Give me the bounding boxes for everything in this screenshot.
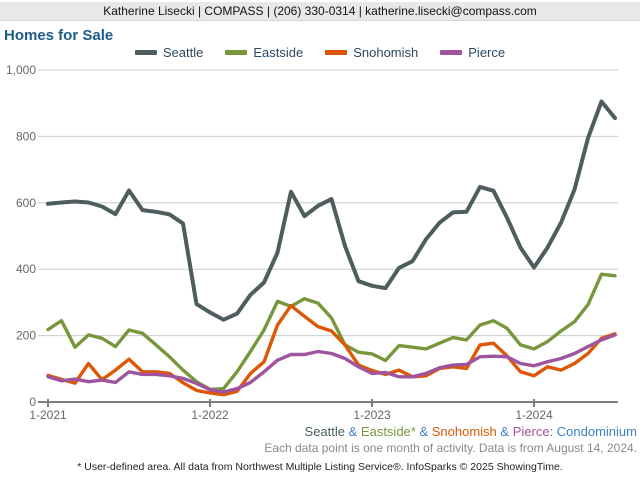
legend-item-eastside[interactable]: Eastside: [225, 45, 303, 60]
homes-for-sale-chart: 0 200 400 600 800 1,000 1-2021 1-2022 1-2023 1-20…: [6, 63, 618, 422]
y-axis-label-600: 600: [16, 196, 36, 210]
x-axis-label-1-2022: 1-2022: [191, 408, 229, 422]
y-axis-label-400: 400: [16, 262, 36, 276]
footnote-activity-note: Each data point is one month of activity…: [264, 441, 637, 455]
y-axis-label-800: 800: [16, 129, 36, 143]
legend-label: Snohomish: [353, 44, 419, 60]
series-line-eastside: [46, 272, 617, 392]
y-axis-label-1000: 1,000: [6, 63, 36, 77]
legend-swatch-snohomish: [325, 49, 348, 55]
legend-item-snohomish[interactable]: Snohomish: [325, 45, 418, 60]
footnote-segment: Eastside*: [360, 424, 416, 439]
legend-item-pierce[interactable]: Pierce: [440, 45, 505, 60]
x-axis-label-1-2023: 1-2023: [353, 408, 391, 422]
legend-item-seattle[interactable]: Seattle: [134, 44, 204, 60]
legend-label: Pierce: [468, 44, 506, 60]
page-title: Homes for Sale: [4, 27, 114, 44]
footnote-segment: Snohomish: [431, 424, 497, 439]
series-line-pierce: [46, 333, 617, 394]
legend-swatch-eastside: [225, 49, 248, 55]
x-axis-label-1-2021: 1-2021: [29, 408, 67, 422]
y-axis-label-0: 0: [29, 395, 36, 409]
footnote-segment: &: [345, 424, 361, 439]
chart-legend: Seattle Eastside Snohomish Pierce: [0, 44, 640, 60]
series-line-seattle: [46, 99, 617, 322]
y-axis-label-200: 200: [16, 329, 36, 343]
x-axis-label-1-2024: 1-2024: [515, 408, 553, 422]
legend-label: Seattle: [162, 44, 204, 60]
footnote-segment: Pierce: [512, 424, 550, 439]
footnote-disclaimer: * User-defined area. All data from North…: [77, 461, 563, 473]
footnote-segment: &: [496, 424, 513, 439]
footnote-segment: : Condominium: [549, 424, 637, 439]
legend-swatch-pierce: [440, 49, 463, 55]
series-line-snohomish: [46, 304, 617, 397]
contact-bar: Katherine Lisecki | COMPASS | (206) 330-…: [0, 2, 640, 21]
contact-bar-text: Katherine Lisecki | COMPASS | (206) 330-…: [103, 4, 537, 18]
legend-label: Eastside: [253, 44, 304, 60]
footnote-segment: Seattle: [304, 424, 346, 439]
footnote-series-line: Seattle & Eastside* & Snohomish & Pierce…: [305, 424, 637, 439]
footnote-segment: &: [415, 424, 432, 439]
legend-swatch-seattle: [134, 49, 157, 55]
